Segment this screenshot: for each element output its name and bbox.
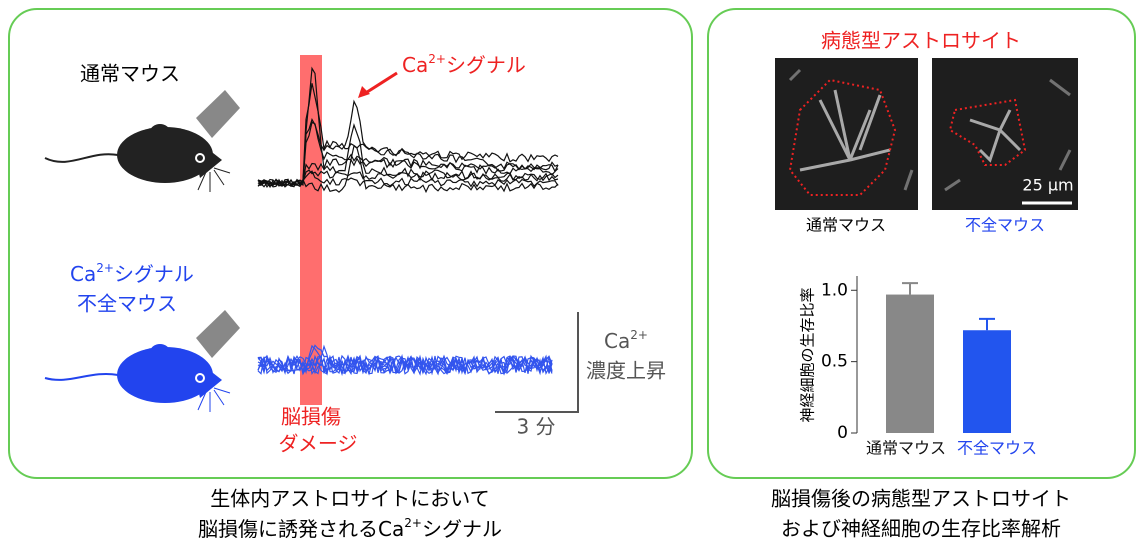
error-bar <box>902 283 918 294</box>
image-label: 不全マウス <box>965 216 1045 235</box>
label: Ca2+シグナル <box>402 52 526 77</box>
bar <box>963 330 1011 433</box>
label: ダメージ <box>279 432 358 456</box>
image-title: 病態型アストロサイト <box>821 29 1021 53</box>
figure: 通常マウス Ca2+シグナル Ca2+シグナル 不全マウス 脳損傷 ダメージ C… <box>0 0 1142 547</box>
bar <box>886 295 934 433</box>
bar-chart: 神経細胞の生存比率 0 0.5 1.0 通常マウス不全マウス <box>799 276 1038 458</box>
label: 脳損傷 <box>281 405 341 429</box>
y-tick-label: 1.0 <box>821 280 848 300</box>
normal-mouse-icon <box>45 90 240 192</box>
scale-label: 25 µm <box>1022 176 1073 195</box>
label: 濃度上昇 <box>586 359 666 383</box>
error-bar <box>979 319 995 330</box>
caption: 脳損傷後の病態型アストロサイト <box>771 487 1071 511</box>
label: 通常マウス <box>80 62 180 86</box>
label: Ca2+ <box>604 328 648 353</box>
caption: および神経細胞の生存比率解析 <box>781 517 1061 541</box>
x-tick-label: 通常マウス <box>866 439 946 458</box>
image-label: 通常マウス <box>806 216 886 235</box>
label: 3 分 <box>516 415 555 439</box>
caption: 脳損傷に誘発されるCa2+シグナル <box>198 516 502 541</box>
label: 不全マウス <box>77 292 177 316</box>
y-tick-label: 0 <box>837 423 848 443</box>
injury-band <box>300 55 322 405</box>
y-axis-label: 神経細胞の生存比率 <box>799 287 817 422</box>
arrow <box>364 73 397 94</box>
x-tick-label: 不全マウス <box>957 439 1037 458</box>
caption: 生体内アストロサイトにおいて <box>210 487 489 511</box>
deficient-mouse-icon <box>45 310 240 412</box>
y-tick-label: 0.5 <box>821 352 848 372</box>
label: Ca2+シグナル <box>70 261 194 286</box>
